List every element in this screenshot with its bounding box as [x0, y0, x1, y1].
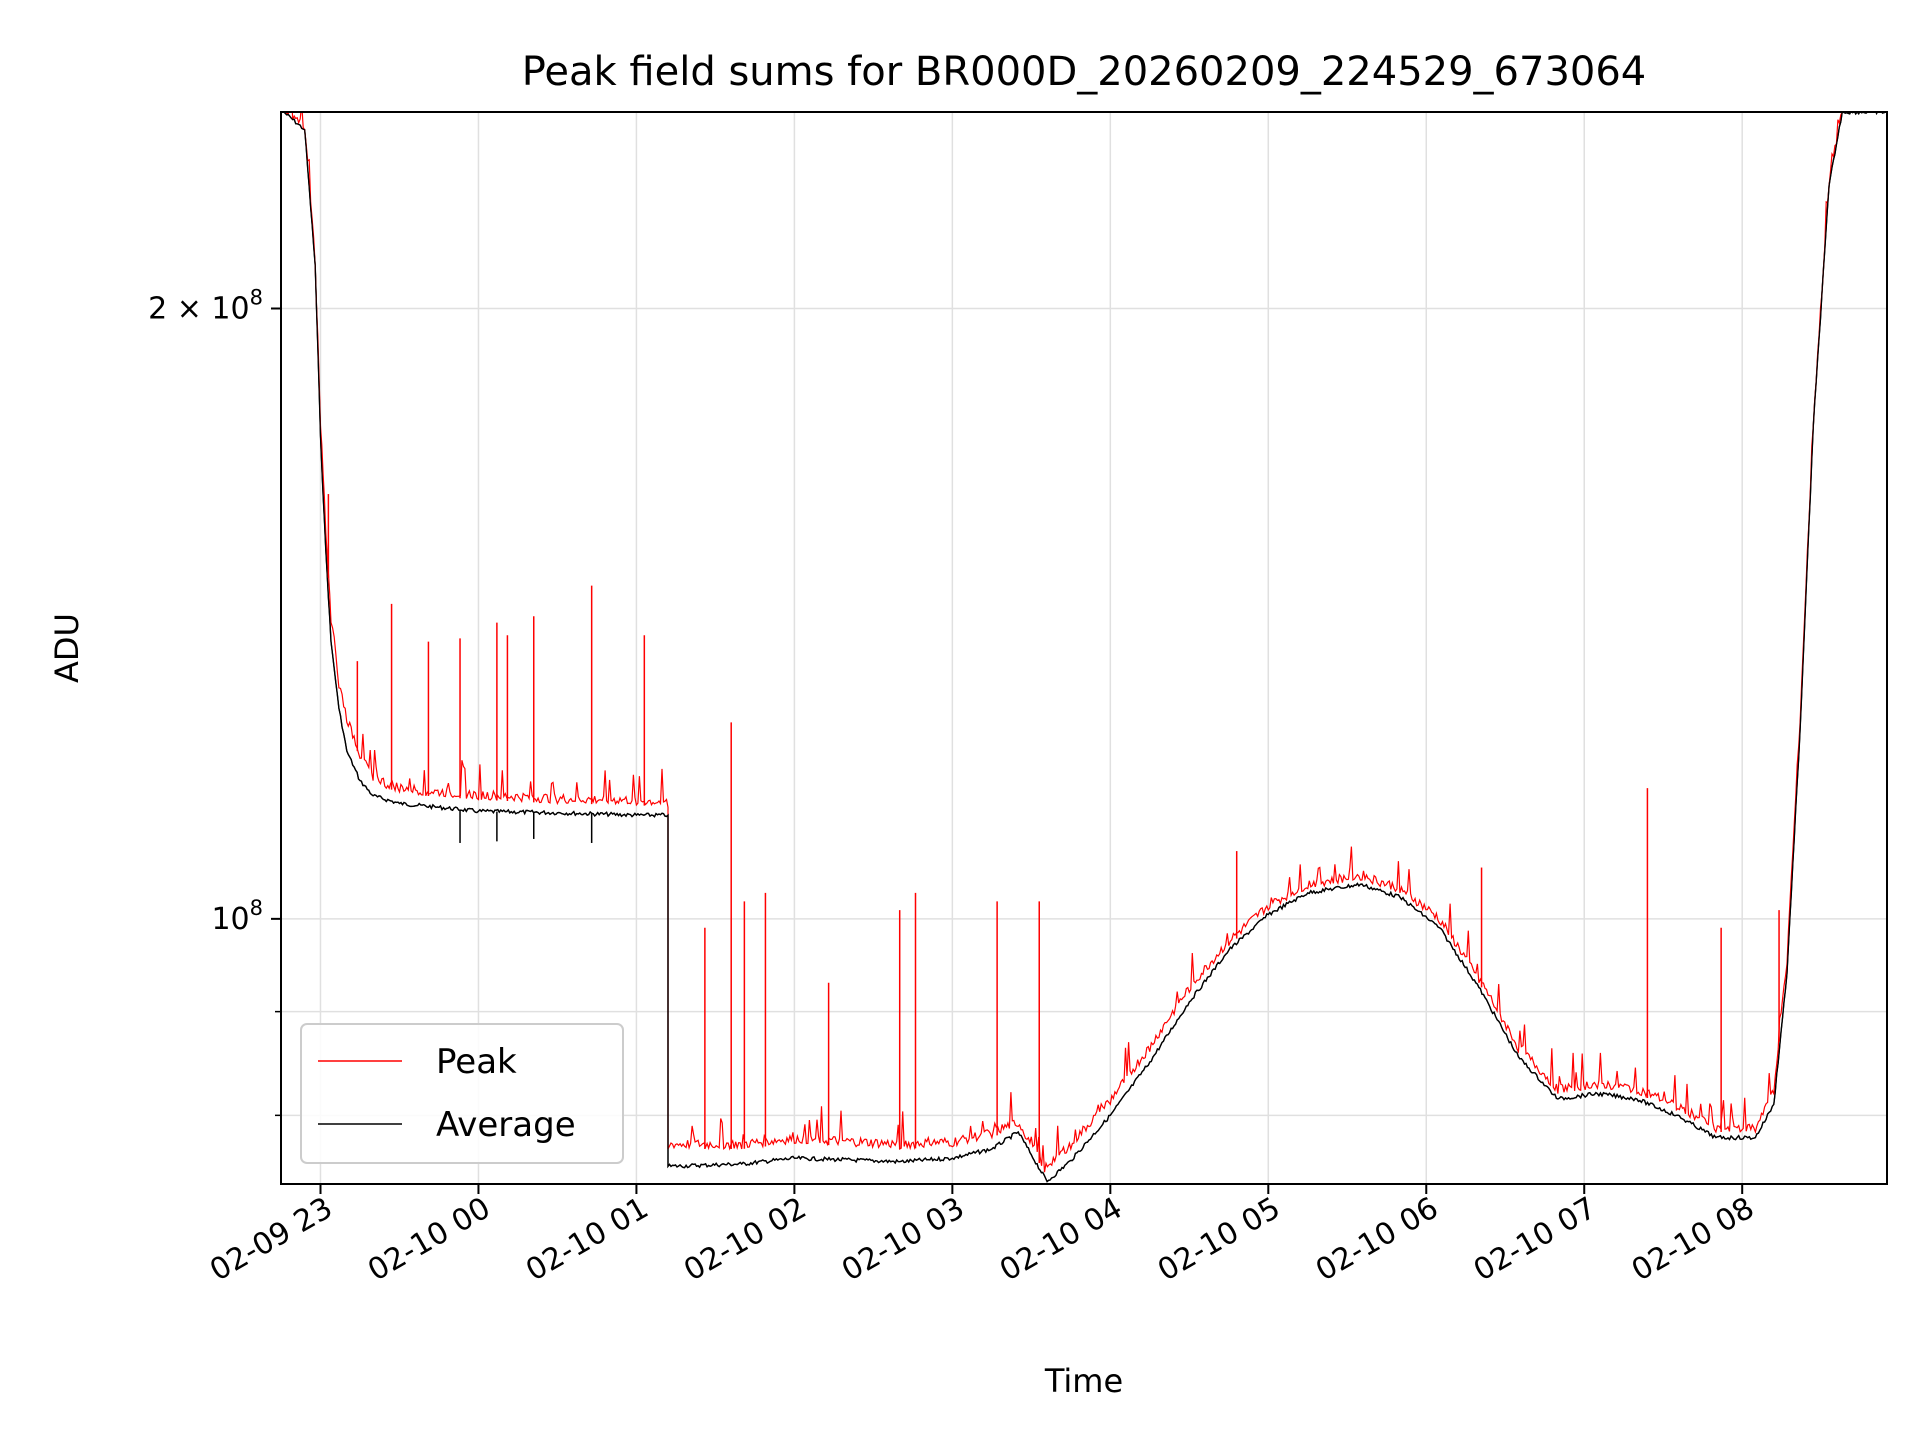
legend-label-average: Average	[436, 1105, 576, 1145]
legend-label-peak: Peak	[436, 1042, 517, 1082]
series-line-peak	[283, 112, 1887, 1173]
plot-area	[283, 112, 1887, 1183]
y-axis: 108 2 × 108	[148, 285, 281, 1117]
legend-box	[300, 1023, 624, 1164]
y-axis-label: ADU	[48, 613, 86, 683]
plot-frame	[280, 111, 1888, 1185]
x-axis-label: Time	[1044, 1362, 1123, 1400]
series-line-average-overlay	[283, 112, 1887, 1183]
y-tick-label: 2 × 108	[148, 285, 263, 326]
grid	[281, 112, 1887, 1184]
legend: Peak Average	[300, 1023, 624, 1164]
y-tick-label: 108	[211, 896, 263, 937]
chart-title: Peak field sums for BR000D_20260209_2245…	[522, 49, 1647, 95]
